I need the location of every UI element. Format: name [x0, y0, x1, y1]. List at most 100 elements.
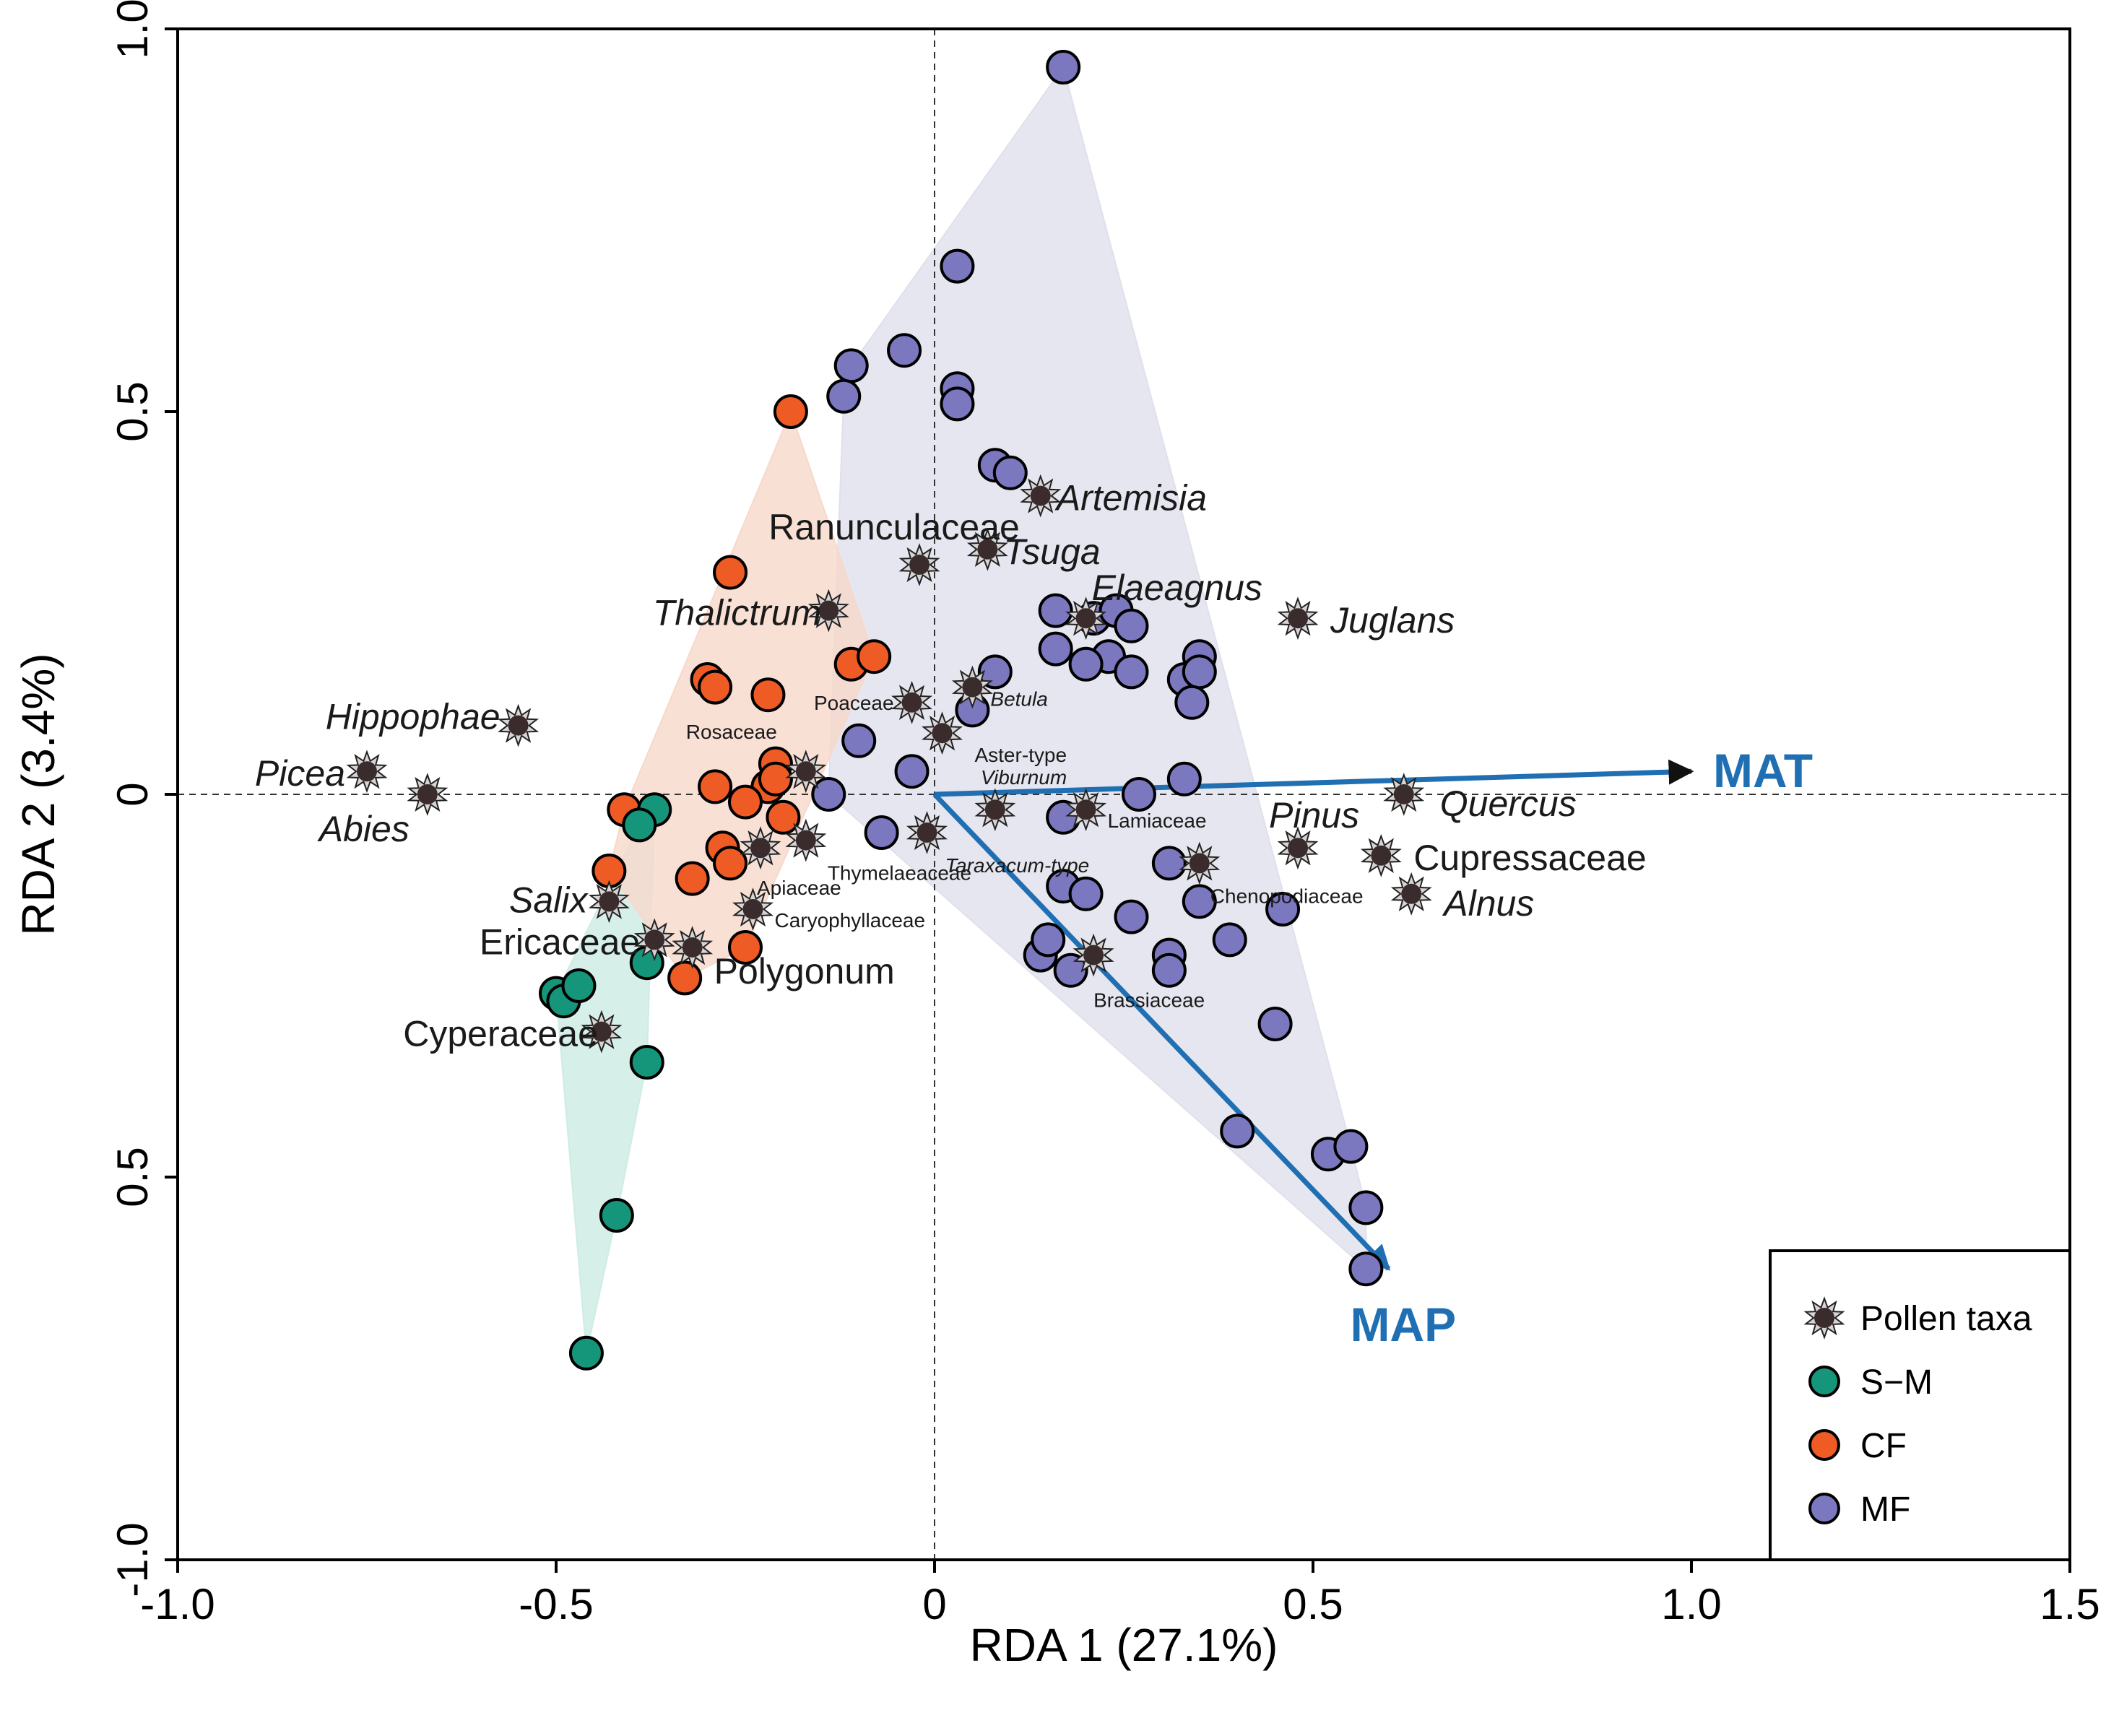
- pollen-taxon-thymelaeaceae-marker: [785, 818, 827, 862]
- pollen-taxon-pinus-marker-core: [1288, 838, 1309, 859]
- x-tick-label: 1.0: [1661, 1580, 1721, 1628]
- point-mf-1: [940, 248, 975, 284]
- y-tick-label: 1.0: [108, 0, 157, 59]
- pollen-taxon-viburnum-marker: [974, 788, 1016, 832]
- axes: -1.0 -0.5 0 0.5 1.0 1.5 1.0 0.5 0 0.5 -1.0 RDA 1 (2…: [12, 0, 2100, 1671]
- pollen-taxon-picea-marker-core: [357, 761, 377, 782]
- pollen-taxon-abies-label: Abies: [317, 809, 410, 849]
- point-mf-6: [940, 386, 975, 422]
- pollen-taxon-apiaceae-marker: [740, 826, 781, 870]
- pollen-taxon-picea-label: Picea: [255, 753, 345, 794]
- legend-label: Pollen taxa: [1860, 1300, 2032, 1338]
- point-mf-9: [1038, 593, 1073, 628]
- pollen-taxon-caryophyllaceae-marker: [732, 887, 774, 931]
- pollen-taxon-viburnum-label: Viburnum: [981, 766, 1067, 789]
- point-cf-18: [667, 960, 703, 996]
- pollen-taxon-betula-label: Betula: [990, 688, 1047, 711]
- point-mf-34: [1182, 884, 1217, 919]
- point-mf-42: [1257, 1007, 1293, 1041]
- point-cf-8: [698, 769, 733, 804]
- y-tick-label: 0.5: [108, 1147, 157, 1207]
- pollen-taxon-cyperaceae-marker-core: [591, 1021, 612, 1042]
- point-mf-19: [1182, 654, 1217, 690]
- pollen-taxon-lamiaceae-marker-core: [1075, 799, 1096, 820]
- point-s-m-1: [622, 807, 657, 843]
- point-mf-2: [887, 333, 922, 368]
- pollen-taxon-alnus-marker-core: [1401, 883, 1422, 904]
- pollen-taxon-elaeagnus-marker: [1065, 596, 1107, 641]
- pollen-taxon-salix-marker-core: [599, 891, 620, 912]
- pollen-taxon-aster-type-marker: [922, 711, 963, 755]
- x-tick-label: -1.0: [140, 1580, 214, 1628]
- x-tick-label: 0: [922, 1580, 946, 1628]
- legend: Pollen taxa S−M CF MF: [1769, 1249, 2071, 1561]
- point-mf-25: [811, 777, 846, 812]
- pollen-taxon-rosaceae-marker-core: [795, 761, 816, 782]
- point-mf-13: [1038, 631, 1073, 667]
- pollen-taxon-apiaceae-marker-core: [750, 838, 771, 859]
- pollen-taxon-salix-marker: [588, 880, 630, 924]
- y-tick-label: 0: [108, 782, 157, 806]
- point-cf-3: [698, 669, 733, 705]
- point-mf-46: [1348, 1190, 1384, 1225]
- environment-vectors: MAT MAP: [932, 744, 1813, 1351]
- pollen-taxon-quercus-marker: [1383, 773, 1425, 816]
- pollen-taxon-tsuga-label: Tsuga: [1003, 531, 1100, 572]
- pollen-taxon-lamiaceae-marker: [1065, 788, 1107, 832]
- pollen-taxon-elaeagnus-label: Elaeagnus: [1092, 568, 1262, 608]
- y-tick-label: -1.0: [108, 1522, 157, 1597]
- point-cf-0: [773, 394, 808, 429]
- pollen-taxon-hippophae-marker: [498, 703, 540, 747]
- point-cf-16: [675, 861, 710, 896]
- y-tick-label: 0.5: [108, 381, 157, 441]
- pollen-taxon-polygonum-marker: [672, 926, 714, 969]
- legend-label: S−M: [1860, 1363, 1933, 1402]
- point-mf-20: [1174, 685, 1210, 720]
- pollen-taxon-cyperaceae-marker: [581, 1010, 623, 1054]
- pollen-taxon-cupressaceae-marker-core: [1371, 845, 1392, 866]
- legend-marker-pollen-taxa-core: [1814, 1308, 1834, 1328]
- pollen-taxon-taraxacum-type-label: Taraxacum-type: [945, 854, 1090, 877]
- pollen-taxon-cyperaceae-label: Cyperaceae: [403, 1014, 598, 1054]
- point-mf-33: [1114, 899, 1149, 934]
- pollen-taxon-artemisia-label: Artemisia: [1054, 478, 1207, 518]
- pollen-taxon-taraxacum-type-marker-core: [916, 823, 937, 843]
- legend-label: CF: [1860, 1427, 1907, 1465]
- pollen-taxon-brassiaceae-marker-core: [1083, 945, 1104, 965]
- vector-label-map: MAP: [1350, 1298, 1456, 1351]
- x-tick-label: 0.5: [1283, 1580, 1343, 1628]
- pollen-taxon-abies-marker: [407, 773, 448, 816]
- legend-marker-pollen-taxa: [1803, 1296, 1845, 1340]
- pollen-taxon-picea-marker: [346, 750, 388, 794]
- point-mf-43: [1220, 1114, 1255, 1149]
- pollen-taxon-tsuga-marker: [966, 527, 1008, 571]
- pollen-taxon-betula-marker-core: [962, 677, 983, 698]
- legend-label: MF: [1860, 1490, 1910, 1529]
- pollen-taxon-ranunculaceae-label: Ranunculaceae: [768, 507, 1020, 547]
- legend-marker-cf: [1808, 1429, 1840, 1461]
- point-mf-36: [1265, 892, 1301, 926]
- point-s-m-7: [599, 1198, 634, 1233]
- pollen-taxon-brassiaceae-label: Brassiaceae: [1093, 989, 1205, 1012]
- pollen-taxon-juglans-marker: [1277, 596, 1319, 641]
- pollen-taxon-juglans-marker-core: [1288, 608, 1309, 629]
- pollen-taxon-rosaceae-label: Rosaceae: [686, 721, 777, 743]
- pollen-taxon-thalictrum-marker-core: [818, 600, 839, 621]
- pollen-taxon-thalictrum-marker: [807, 589, 849, 633]
- pollen-taxon-polygonum-marker-core: [682, 937, 703, 958]
- pollen-taxon-thalictrum-label: Thalictrum: [653, 593, 821, 633]
- pollen-taxon-ericaceae-marker: [633, 918, 675, 962]
- pollen-taxon-abies-marker-core: [417, 784, 438, 804]
- pollen-taxon-caryophyllaceae-label: Caryophyllaceae: [774, 909, 925, 932]
- point-s-m-8: [568, 1335, 604, 1371]
- pollen-taxon-artemisia-marker: [1020, 474, 1062, 518]
- pollen-taxon-chenopodiaceae-marker: [1179, 841, 1221, 885]
- pollen-taxon-thymelaeaceae-label: Thymelaeaceae: [828, 862, 971, 885]
- x-tick-label: 1.5: [2040, 1580, 2100, 1628]
- point-cf-17: [728, 930, 763, 965]
- point-cf-1: [713, 555, 748, 590]
- vector-mat: [934, 759, 1694, 797]
- point-mf-21: [977, 654, 1013, 690]
- pollen-taxon-betula-marker: [951, 665, 993, 709]
